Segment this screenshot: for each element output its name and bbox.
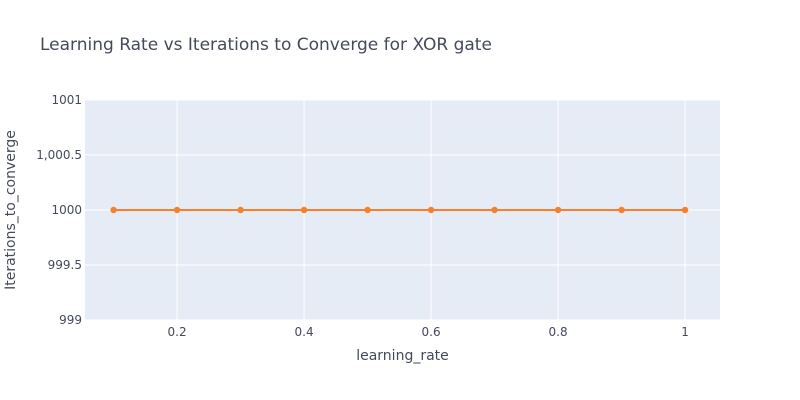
data-point[interactable] (427, 206, 435, 214)
data-point[interactable] (681, 206, 689, 214)
y-axis-title: Iterations_to_converge (3, 130, 19, 290)
x-tick-label: 0.4 (295, 325, 314, 339)
data-point[interactable] (364, 206, 371, 214)
y-tick-label: 999 (59, 313, 82, 327)
x-axis-ticks: 0.2 0.4 0.6 0.8 1 (168, 325, 689, 339)
y-tick-label: 1,000.5 (36, 148, 82, 162)
data-point[interactable] (491, 206, 498, 214)
series-layer (110, 206, 689, 214)
data-point[interactable] (618, 206, 625, 214)
y-axis-ticks: 999 999.5 1000 1,000.5 1001 (36, 93, 82, 327)
data-point[interactable] (554, 206, 562, 214)
data-point[interactable] (110, 206, 117, 214)
data-point[interactable] (173, 206, 181, 214)
x-tick-label: 1 (681, 325, 689, 339)
x-tick-label: 0.2 (168, 325, 187, 339)
x-tick-label: 0.6 (422, 325, 441, 339)
y-tick-label: 1000 (51, 203, 82, 217)
chart-title: Learning Rate vs Iterations to Converge … (40, 35, 492, 55)
y-tick-label: 999.5 (48, 258, 82, 272)
x-axis-title: learning_rate (356, 348, 449, 364)
x-tick-label: 0.8 (549, 325, 568, 339)
data-point[interactable] (300, 206, 308, 214)
data-point[interactable] (237, 206, 244, 214)
y-tick-label: 1001 (51, 93, 82, 107)
